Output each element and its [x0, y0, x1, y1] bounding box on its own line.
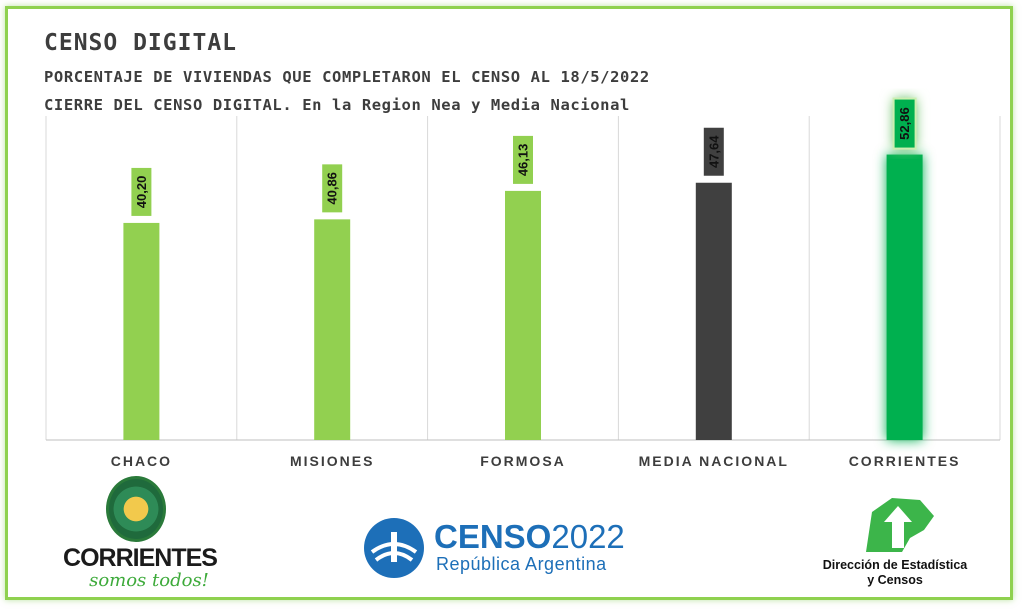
chart-subtitle-line1: PORCENTAJE DE VIVIENDAS QUE COMPLETARON … — [44, 68, 650, 86]
chart-title: CENSO DIGITAL — [44, 30, 238, 56]
value-box-formosa — [511, 133, 535, 186]
value-box-chaco — [129, 165, 154, 218]
value-label-corrientes: 52,86 — [897, 107, 912, 140]
bar-misiones — [314, 219, 351, 440]
value-label-misiones: 40,86 — [325, 172, 340, 205]
value-label-chaco: 40,20 — [134, 176, 149, 209]
value-box-misiones — [320, 162, 345, 215]
x-tick-misiones: MISIONES — [290, 453, 374, 469]
bar-media-nacional — [695, 182, 732, 440]
x-tick-chaco: CHACO — [111, 453, 172, 469]
direccion-logo-line1: Dirección de Estadística — [822, 558, 968, 572]
direccion-logo-text: Dirección de Estadística y Censos — [810, 558, 980, 588]
value-label-media-nacional: 47,64 — [706, 135, 721, 168]
value-label-formosa: 46,13 — [516, 144, 531, 177]
corrientes-map-icon — [862, 494, 938, 561]
censo-logo-subtitle: República Argentina — [436, 554, 607, 574]
provincial-crest-icon — [106, 476, 166, 542]
x-tick-media-nacional: MEDIA NACIONAL — [639, 453, 789, 469]
corrientes-logo-tagline: somos todos! — [89, 570, 209, 591]
censo-logo-name: CENSO — [434, 518, 552, 555]
censo-logo-title: CENSO2022 — [434, 518, 625, 556]
censo-2022-logo: CENSO2022 República Argentina — [360, 514, 660, 584]
corrientes-logo-name: CORRIENTES — [63, 544, 218, 572]
value-box-corrientes — [892, 97, 917, 150]
value-box-media-nacional — [701, 125, 726, 178]
censo-logo-year: 2022 — [551, 518, 625, 555]
direccion-estadistica-logo: Dirección de Estadística y Censos — [810, 494, 990, 590]
bar-formosa — [505, 190, 541, 440]
corrientes-logo: CORRIENTES somos todos! — [60, 474, 230, 594]
chart-subtitle-line2: CIERRE DEL CENSO DIGITAL. En la Region N… — [44, 96, 630, 114]
bar-corrientes — [886, 154, 923, 440]
bar-chaco — [123, 222, 160, 440]
x-tick-formosa: FORMOSA — [480, 453, 566, 469]
direccion-logo-line2: y Censos — [867, 573, 923, 587]
x-tick-corrientes: CORRIENTES — [849, 453, 961, 469]
censo-mark-icon — [364, 518, 424, 578]
